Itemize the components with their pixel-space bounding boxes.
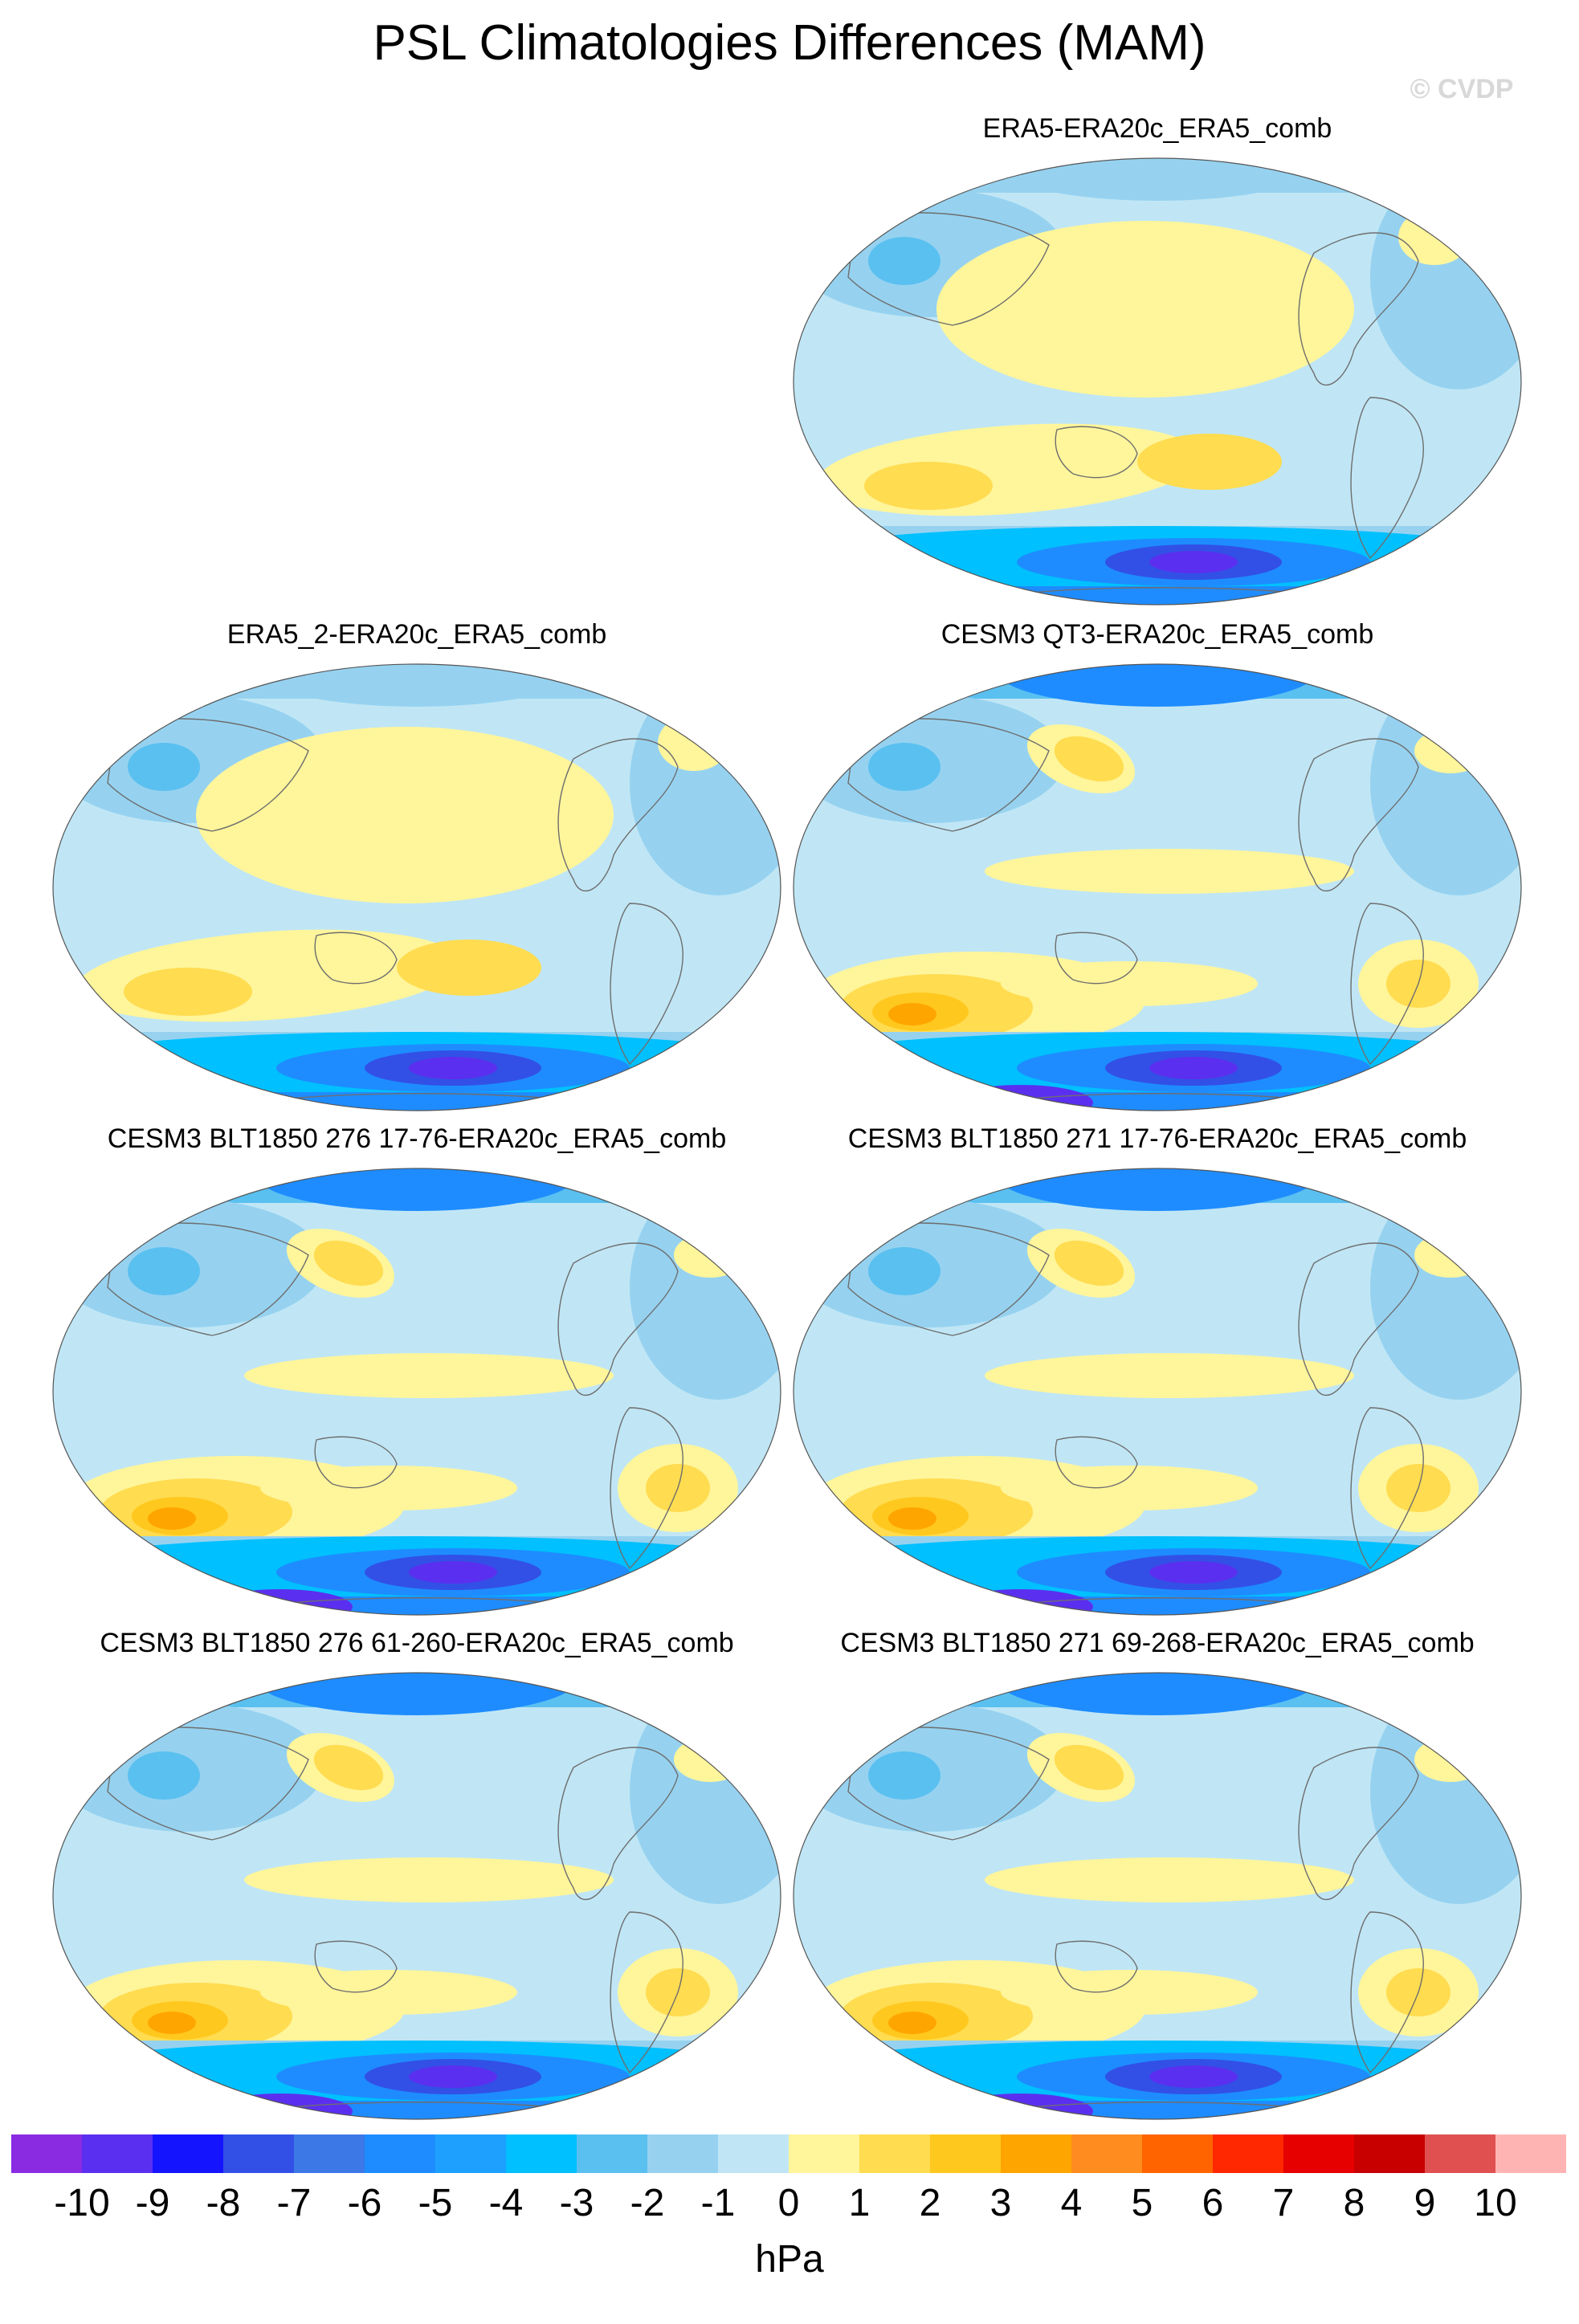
- colorbar-swatch: [294, 2134, 365, 2173]
- colorbar-tick-label: 8: [1343, 2182, 1365, 2224]
- colorbar-tick-label: 3: [989, 2182, 1012, 2224]
- colorbar-swatch: [506, 2134, 577, 2173]
- colorbar-labels: -10 -9 -8 -7 -6 -5 -4 -3 -2 -1 0 1 2 3 4 5 6 7 8 9 10: [0, 2181, 1579, 2237]
- colorbar-swatch: [153, 2134, 224, 2173]
- colorbar-tick-label: -4: [488, 2182, 524, 2224]
- map-panel-era5: ERA5-ERA20c_ERA5_comb: [792, 112, 1523, 614]
- colorbar: [11, 2134, 1566, 2173]
- colorbar-tick-label: -7: [276, 2182, 312, 2224]
- colorbar-swatch: [435, 2134, 507, 2173]
- psl-difference-map: [793, 157, 1522, 605]
- colorbar-units: hPa: [755, 2238, 824, 2281]
- panel-title: CESM3 QT3-ERA20c_ERA5_comb: [940, 619, 1374, 650]
- colorbar-swatch: [82, 2134, 153, 2173]
- colorbar-swatch: [1354, 2134, 1426, 2173]
- psl-difference-map: [52, 1672, 781, 2120]
- colorbar-swatch: [223, 2134, 295, 2173]
- colorbar-tick-label: -10: [54, 2182, 110, 2224]
- psl-difference-map: [793, 1168, 1522, 1616]
- colorbar-swatch: [647, 2134, 719, 2173]
- colorbar-swatch: [930, 2134, 1002, 2173]
- colorbar-swatch: [789, 2134, 860, 2173]
- colorbar-tick-label: -3: [559, 2182, 594, 2224]
- panel-title: CESM3 BLT1850 276 17-76-ERA20c_ERA5_comb: [107, 1123, 727, 1154]
- map-panel-blt1850-271-17-76: CESM3 BLT1850 271 17-76-ERA20c_ERA5_comb: [792, 1123, 1523, 1625]
- psl-difference-map: [52, 663, 781, 1111]
- map-panel-era5-2: ERA5_2-ERA20c_ERA5_comb: [51, 618, 782, 1120]
- colorbar-tick-label: 10: [1474, 2182, 1517, 2224]
- colorbar-tick-label: 6: [1202, 2182, 1224, 2224]
- colorbar-tick-label: -1: [700, 2182, 736, 2224]
- colorbar-swatch: [859, 2134, 931, 2173]
- colorbar-tick-label: -6: [347, 2182, 382, 2224]
- colorbar-tick-label: 5: [1131, 2182, 1153, 2224]
- colorbar-tick-label: -9: [135, 2182, 170, 2224]
- colorbar-swatch: [365, 2134, 436, 2173]
- colorbar-tick-label: -8: [206, 2182, 241, 2224]
- colorbar-swatch: [1425, 2134, 1496, 2173]
- colorbar-tick-label: 9: [1414, 2182, 1436, 2224]
- colorbar-swatch: [577, 2134, 648, 2173]
- page-title: PSL Climatologies Differences (MAM): [373, 15, 1206, 71]
- psl-difference-map: [52, 1168, 781, 1616]
- colorbar-tick-label: 4: [1060, 2182, 1083, 2224]
- colorbar-swatch: [1213, 2134, 1284, 2173]
- map-panel-blt1850-276-61-260: CESM3 BLT1850 276 61-260-ERA20c_ERA5_com…: [51, 1627, 782, 2129]
- panel-title: CESM3 BLT1850 271 69-268-ERA20c_ERA5_com…: [840, 1628, 1475, 1658]
- psl-difference-map: [793, 663, 1522, 1111]
- watermark: © CVDP: [1410, 74, 1514, 104]
- panel-title: ERA5-ERA20c_ERA5_comb: [982, 113, 1332, 144]
- map-panel-blt1850-271-69-268: CESM3 BLT1850 271 69-268-ERA20c_ERA5_com…: [792, 1627, 1523, 2129]
- colorbar-swatch: [1283, 2134, 1355, 2173]
- map-panel-cesm3-qt3: CESM3 QT3-ERA20c_ERA5_comb: [792, 618, 1523, 1120]
- panel-title: CESM3 BLT1850 271 17-76-ERA20c_ERA5_comb: [847, 1123, 1467, 1154]
- psl-difference-map: [793, 1672, 1522, 2120]
- colorbar-swatch: [1001, 2134, 1072, 2173]
- colorbar-tick-label: -2: [630, 2182, 665, 2224]
- colorbar-tick-label: 0: [777, 2182, 800, 2224]
- colorbar-tick-label: 7: [1272, 2182, 1295, 2224]
- map-panel-blt1850-276-17-76: CESM3 BLT1850 276 17-76-ERA20c_ERA5_comb: [51, 1123, 782, 1625]
- colorbar-swatch: [11, 2134, 83, 2173]
- panel-title: ERA5_2-ERA20c_ERA5_comb: [226, 619, 607, 650]
- colorbar-swatch: [1142, 2134, 1214, 2173]
- colorbar-tick-label: -5: [418, 2182, 453, 2224]
- colorbar-swatch: [1495, 2134, 1566, 2173]
- colorbar-tick-label: 1: [848, 2182, 871, 2224]
- colorbar-swatch: [718, 2134, 790, 2173]
- colorbar-tick-label: 2: [919, 2182, 941, 2224]
- colorbar-swatch: [1071, 2134, 1143, 2173]
- panel-title: CESM3 BLT1850 276 61-260-ERA20c_ERA5_com…: [100, 1628, 734, 1658]
